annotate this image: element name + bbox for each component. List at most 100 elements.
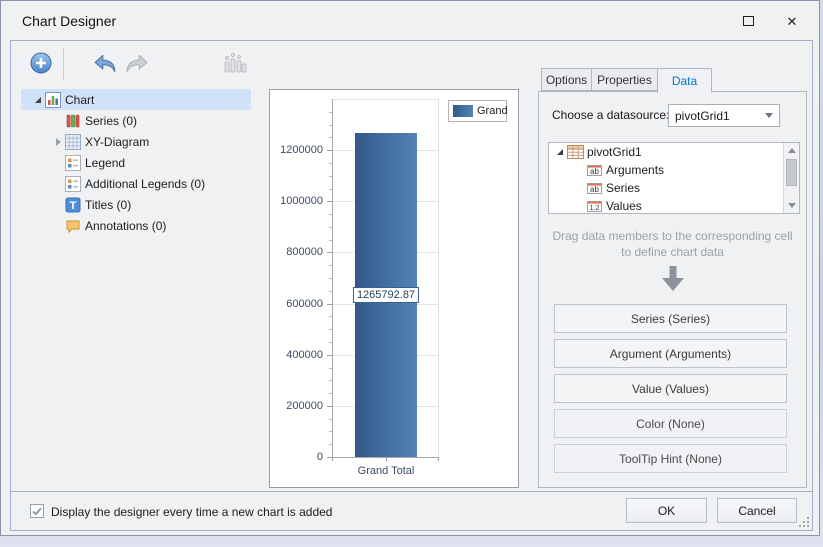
text-field-icon: ab	[586, 180, 603, 196]
window-title: Chart Designer	[22, 13, 117, 29]
y-major-tick	[327, 354, 332, 356]
datasource-fields-tree: pivotGrid1 ab Arguments ab Series 1.2 Values	[549, 143, 783, 213]
expander-expanded-icon[interactable]	[557, 149, 563, 155]
title-bar[interactable]: Chart Designer ✕	[1, 1, 819, 41]
tree-item-legend[interactable]: Legend	[21, 152, 251, 173]
expander-slot	[51, 219, 65, 233]
text-field-icon: ab	[586, 162, 603, 178]
gridline	[332, 99, 438, 100]
y-minor-tick	[329, 418, 332, 420]
right-panel-tabs: Options Properties Data	[541, 68, 712, 93]
y-minor-tick	[329, 214, 332, 216]
undo-button[interactable]	[89, 48, 121, 80]
x-tick	[386, 457, 387, 461]
close-icon: ✕	[786, 13, 798, 29]
expander-slot	[51, 135, 65, 149]
expander-slot	[572, 199, 586, 213]
chart-palette-icon	[221, 51, 247, 78]
y-axis-label: 200000	[286, 399, 323, 412]
redo-button[interactable]	[121, 48, 153, 80]
drag-hint-text: Drag data members to the corresponding c…	[552, 229, 793, 259]
x-axis-category-label: Grand Total	[357, 465, 415, 477]
maximize-button[interactable]	[737, 10, 759, 32]
cell-argument-arguments[interactable]: Argument (Arguments)	[554, 339, 787, 368]
y-major-tick	[327, 150, 332, 152]
cancel-button[interactable]: Cancel	[717, 498, 797, 523]
tab-options[interactable]: Options	[541, 68, 592, 91]
y-major-tick	[327, 201, 332, 203]
y-major-tick	[327, 252, 332, 254]
expander-slot	[31, 93, 45, 107]
y-major-tick	[327, 303, 332, 305]
tree-item-label: Chart	[65, 92, 95, 107]
down-arrow-icon	[661, 266, 684, 291]
field-item-pivotgrid1[interactable]: pivotGrid1	[549, 143, 783, 161]
tab-properties[interactable]: Properties	[591, 68, 658, 91]
y-minor-tick	[329, 226, 332, 228]
y-minor-tick	[329, 444, 332, 446]
undo-arrow-icon	[93, 53, 117, 76]
display-designer-checkbox-label: Display the designer every time a new ch…	[51, 505, 333, 519]
field-item-arguments[interactable]: ab Arguments	[549, 161, 783, 179]
expander-slot	[553, 145, 567, 159]
y-minor-tick	[329, 175, 332, 177]
expander-slot	[51, 177, 65, 191]
datasource-combobox[interactable]: pivotGrid1	[668, 104, 780, 127]
y-minor-tick	[329, 137, 332, 139]
toolbar-separator	[63, 48, 64, 80]
tree-item-label: Series (0)	[85, 113, 138, 128]
y-minor-tick	[329, 380, 332, 382]
resize-grip[interactable]	[798, 516, 809, 527]
chart-legend[interactable]: Grand	[448, 100, 508, 122]
cell-color-none[interactable]: Color (None)	[554, 409, 787, 438]
svg-text:ab: ab	[590, 185, 599, 194]
expander-expanded-icon[interactable]	[35, 96, 41, 103]
legend-icon	[65, 175, 81, 192]
tree-item-xy-diagram[interactable]: XY-Diagram	[21, 131, 251, 152]
expander-slot	[572, 181, 586, 195]
tree-item-label: Legend	[85, 155, 126, 170]
y-axis-label: 1200000	[280, 144, 323, 157]
x-tick	[332, 457, 333, 461]
triangle-up-icon	[787, 148, 796, 153]
series-icon	[65, 113, 81, 129]
field-item-values[interactable]: 1.2 Values	[549, 197, 783, 213]
add-chart-element-button[interactable]	[25, 48, 57, 80]
expander-slot	[572, 163, 586, 177]
tree-item-chart[interactable]: Chart	[21, 89, 251, 110]
footer-bar: Display the designer every time a new ch…	[11, 491, 812, 530]
y-minor-tick	[329, 162, 332, 164]
scrollbar-thumb[interactable]	[786, 159, 797, 186]
tree-item-series-0[interactable]: Series (0)	[21, 110, 251, 131]
cell-series-series[interactable]: Series (Series)	[554, 304, 787, 333]
chart-preview: 0 200000 400000 600000 800000 1000000 1200000 1…	[269, 89, 519, 488]
tree-item-titles-0[interactable]: T Titles (0)	[21, 194, 251, 215]
tree-item-label: Titles (0)	[85, 197, 132, 212]
tree-item-additional-legends-0[interactable]: Additional Legends (0)	[21, 173, 251, 194]
scroll-down-button[interactable]	[784, 198, 799, 213]
fields-scrollbar[interactable]	[783, 143, 799, 213]
y-axis-label: 1000000	[280, 195, 323, 208]
y-axis-label: 0	[316, 451, 323, 463]
close-button[interactable]: ✕	[781, 10, 803, 32]
tree-item-annotations-0[interactable]: Annotations (0)	[21, 215, 251, 236]
cell-tooltip-hint-none[interactable]: ToolTip Hint (None)	[554, 444, 787, 473]
scroll-up-button[interactable]	[784, 143, 799, 158]
cell-value-values[interactable]: Value (Values)	[554, 374, 787, 403]
maximize-icon	[742, 16, 754, 26]
display-designer-checkbox[interactable]	[30, 504, 44, 518]
ok-button[interactable]: OK	[626, 498, 707, 523]
tab-data[interactable]: Data	[657, 68, 712, 93]
field-item-label: Values	[606, 199, 642, 213]
svg-text:T: T	[70, 200, 77, 212]
x-tick	[438, 457, 439, 461]
y-minor-tick	[329, 341, 332, 343]
data-member-cells: Series (Series) Argument (Arguments) Value…	[554, 304, 787, 479]
expander-collapsed-icon[interactable]	[55, 137, 61, 146]
plot-right-border	[438, 99, 439, 457]
datasource-dropdown-button[interactable]	[759, 105, 779, 126]
chart-designer-window: Chart Designer ✕ Chart Series (0) XY-Diagr…	[0, 0, 820, 536]
chart-palette-button[interactable]	[217, 48, 251, 80]
field-item-series[interactable]: ab Series	[549, 179, 783, 197]
